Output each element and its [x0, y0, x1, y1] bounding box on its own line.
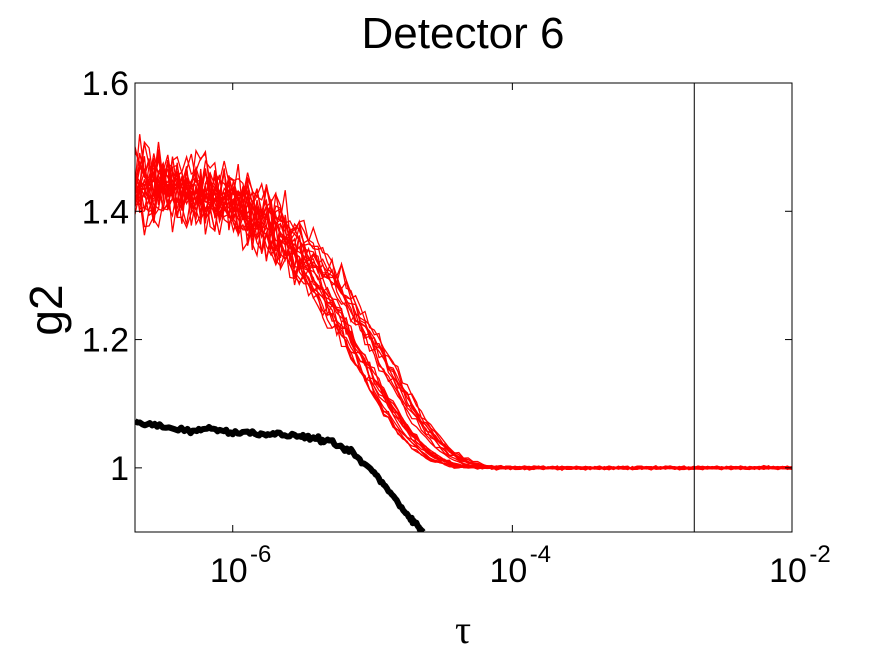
- x-tick-label-exponent-1: -4: [530, 541, 551, 568]
- x-axis-label: τ: [455, 607, 471, 652]
- red-series-line-23: [135, 160, 792, 471]
- x-tick-label-1: 10: [489, 552, 527, 590]
- x-tick-label-0: 10: [210, 552, 248, 590]
- black-series-line-0: [135, 418, 426, 532]
- series-layer: [135, 134, 792, 532]
- x-tick-label-2: 10: [769, 552, 807, 590]
- x-tick-label-exponent-0: -6: [250, 541, 271, 568]
- y-tick-label-3: 1.6: [82, 65, 129, 103]
- y-axis-label: g2: [20, 284, 72, 335]
- axis-ticks: 10 -6 10 -4 10 -211.21.41.6: [82, 65, 831, 590]
- chart-title: Detector 6: [362, 9, 565, 58]
- y-tick-label-1: 1.2: [82, 322, 129, 360]
- y-tick-label-2: 1.4: [82, 193, 129, 231]
- y-tick-label-0: 1: [110, 450, 129, 488]
- plot-frame: [134, 82, 793, 533]
- x-tick-label-exponent-2: -2: [809, 541, 830, 568]
